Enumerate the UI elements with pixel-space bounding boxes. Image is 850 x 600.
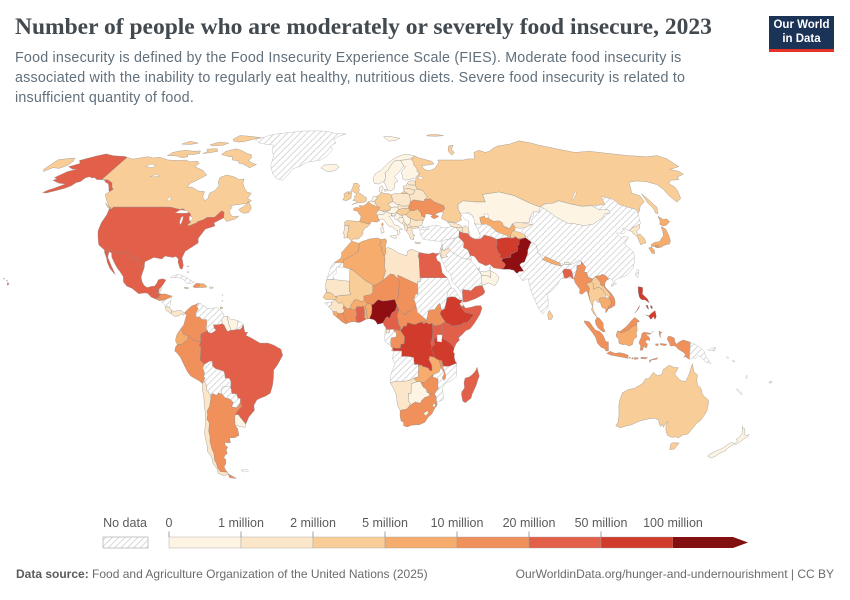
svg-text:10 million: 10 million: [431, 516, 484, 530]
svg-text:20 million: 20 million: [503, 516, 556, 530]
svg-text:No data: No data: [103, 516, 147, 530]
svg-text:100 million: 100 million: [643, 516, 703, 530]
svg-text:0: 0: [166, 516, 173, 530]
svg-text:1 million: 1 million: [218, 516, 264, 530]
svg-text:5 million: 5 million: [362, 516, 408, 530]
svg-text:2 million: 2 million: [290, 516, 336, 530]
svg-text:50 million: 50 million: [575, 516, 628, 530]
